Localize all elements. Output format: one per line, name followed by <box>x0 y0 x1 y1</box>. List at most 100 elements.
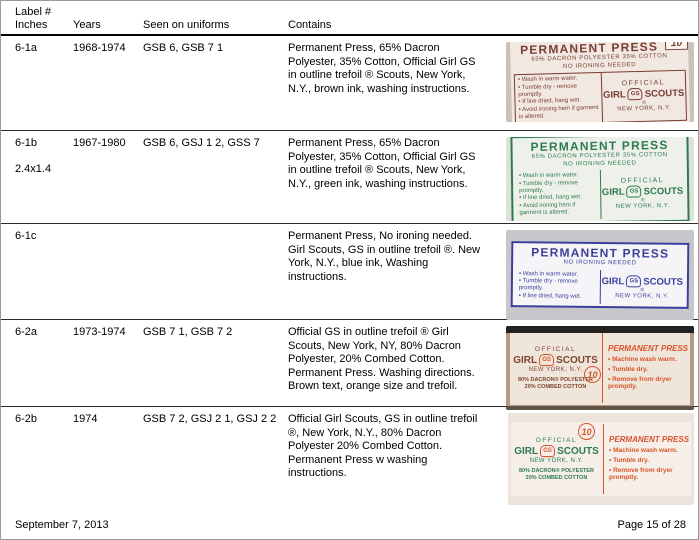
header-label-line2: Inches <box>15 19 48 31</box>
footer-date: September 7, 2013 <box>15 519 109 531</box>
brand-block: OFFICIAL GIRL GS SCOUTS ® NEW YORK, N.Y. <box>599 168 685 219</box>
uniform-label: PERMANENT PRESS NO IRONING NEEDED Wash i… <box>510 241 690 309</box>
girl-text: GIRL <box>601 275 625 288</box>
girl-text: GIRL <box>513 354 538 366</box>
gs-trefoil-icon: GS <box>539 354 555 366</box>
fiber-content: 80% DACRON® POLYESTER 20% COMBED COTTON <box>512 377 599 390</box>
header-contains: Contains <box>288 19 332 31</box>
label-photo-cell: 10 OFFICIAL GIRL GS SCOUTS NEW YORK, N.Y… <box>496 326 698 410</box>
gs-text: GS <box>629 188 639 196</box>
fiber-line1: 80% DACRON® POLYESTER <box>518 468 595 474</box>
official-text: OFFICIAL <box>620 177 665 186</box>
care-instructions: Machine wash warm. Tumble dry. Remove fr… <box>608 356 688 393</box>
gs-text: GS <box>542 357 551 363</box>
care-item: Tumble dry - remove promptly. <box>518 83 599 99</box>
brand-line: GIRL GS SCOUTS <box>602 275 683 288</box>
uniforms: GSB 7 2, GSJ 2 1, GSJ 2 2 <box>143 413 277 425</box>
uniforms: GSB 6, GSB 7 1 <box>143 42 224 54</box>
footer-page-number: Page 15 of 28 <box>617 519 686 531</box>
scouts-text: SCOUTS <box>556 354 598 366</box>
table-header: Label # Inches Years Seen on uniforms Co… <box>1 6 698 36</box>
label-inches: 2.4x1.4 <box>15 163 52 175</box>
care-item: Tumble dry - remove promptly. <box>519 279 598 293</box>
care-item: Wash in warm water. <box>519 271 598 279</box>
uniform-label: 10 OFFICIAL GIRL GS SCOUTS NEW YORK, N.Y… <box>511 422 691 496</box>
care-block: PERMANENT PRESS Machine wash warm. Tumbl… <box>601 333 688 403</box>
label-photo: 10 PERMANENT PRESS 65% DACRON POLYESTER … <box>506 42 694 122</box>
care-item: If line dried, hang wet. <box>519 195 598 203</box>
uniform-label: 10 OFFICIAL GIRL GS SCOUTS NEW YORK, N.Y… <box>510 331 690 405</box>
gs-trefoil-icon: GS <box>627 88 643 101</box>
label-photo: 10 OFFICIAL GIRL GS SCOUTS NEW YORK, N.Y… <box>506 326 694 410</box>
scouts-text: SCOUTS <box>643 276 683 288</box>
brand-block: GIRL GS SCOUTS ® NEW YORK, N.Y. <box>599 269 685 305</box>
care-item: Tumble dry. <box>608 366 688 373</box>
no-ironing-text: NO IRONING NEEDED <box>563 259 637 267</box>
care-item: Tumble dry - remove promptly. <box>519 180 598 195</box>
header-uniforms: Seen on uniforms <box>143 19 230 31</box>
contains-text: Permanent Press, No ironing needed. Girl… <box>288 230 481 283</box>
fiber-line2: 20% COMBED COTTON <box>524 383 587 390</box>
header-label-line1: Label # <box>15 6 52 18</box>
brand-block: 10 OFFICIAL GIRL GS SCOUTS NEW YORK, N.Y… <box>513 423 603 494</box>
girl-text: GIRL <box>602 89 626 101</box>
official-text: OFFICIAL <box>535 437 578 444</box>
care-instructions: Wash in warm water. Tumble dry - remove … <box>515 73 602 122</box>
label-id: 6-1c <box>15 230 37 242</box>
gs-trefoil-icon: GS <box>626 275 642 288</box>
fiber-line1: 80% DACRON® POLYESTER <box>517 377 594 383</box>
care-item: Avoid ironing hem if garment is altered. <box>519 202 598 217</box>
official-text: OFFICIAL <box>534 346 577 353</box>
table-row: 6-2b 1974 GSB 7 2, GSJ 2 1, GSJ 2 2 Offi… <box>1 407 698 509</box>
size-badge: 10 <box>577 423 595 440</box>
uniforms: GSB 6, GSJ 1 2, GSS 7 <box>143 137 260 149</box>
brand-block: 10 OFFICIAL GIRL GS SCOUTS NEW YORK, N.Y… <box>512 333 602 403</box>
label-photo-cell: PERMANENT PRESS NO IRONING NEEDED Wash i… <box>496 230 698 320</box>
contains-text: Official GS in outline trefoil ® Girl Sc… <box>288 326 475 392</box>
label-id: 6-2a <box>15 326 38 338</box>
care-instructions: Wash in warm water. Tumble dry - remove … <box>516 170 600 220</box>
header-years: Years <box>73 19 101 31</box>
label-id: 6-2b <box>15 413 38 425</box>
care-item: If line dried, hang wet. <box>519 293 598 301</box>
city-text: NEW YORK, N.Y. <box>617 105 672 114</box>
label-title: PERMANENT PRESS <box>531 245 670 261</box>
brand-line: GIRL GS SCOUTS <box>513 445 600 457</box>
brand-block: OFFICIAL GIRL GS SCOUTS ® NEW YORK, N.Y. <box>600 70 687 122</box>
label-photo-cell: 10 OFFICIAL GIRL GS SCOUTS NEW YORK, N.Y… <box>496 413 698 509</box>
label-body: Wash in warm water. Tumble dry - remove … <box>513 69 688 122</box>
table-row: 6-1a 1968-1974 GSB 6, GSB 7 1 Permanent … <box>1 36 698 131</box>
care-item: Wash in warm water. <box>519 172 598 180</box>
years: 1967-1980 <box>73 137 126 149</box>
contains-text: Permanent Press, 65% Dacron Polyester, 3… <box>288 137 476 190</box>
city-text: NEW YORK, N.Y. <box>615 203 670 211</box>
city-text: NEW YORK, N.Y. <box>615 293 670 300</box>
care-item: Remove from dryer promptly. <box>609 467 689 481</box>
label-id: 6-1a <box>15 42 38 54</box>
contains-text: Official Girl Scouts, GS in outline tref… <box>288 413 478 479</box>
label-photo-cell: 10 PERMANENT PRESS 65% DACRON POLYESTER … <box>496 42 698 130</box>
label-id: 6-1b <box>15 137 38 149</box>
permanent-press-title: PERMANENT PRESS <box>608 434 689 444</box>
care-instructions: Machine wash warm. Tumble dry. Remove fr… <box>609 447 689 484</box>
scouts-text: SCOUTS <box>557 445 599 457</box>
gs-trefoil-icon: GS <box>540 445 556 457</box>
care-item: Tumble dry. <box>609 457 689 464</box>
label-body: Wash in warm water. Tumble dry - remove … <box>516 168 685 220</box>
gs-text: GS <box>543 448 552 454</box>
years: 1974 <box>73 413 98 425</box>
girl-text: GIRL <box>514 445 539 457</box>
care-instructions: Wash in warm water. Tumble dry - remove … <box>516 269 600 304</box>
scouts-text: SCOUTS <box>643 185 684 198</box>
label-photo-cell: PERMANENT PRESS 65% DACRON POLYESTER 35%… <box>496 137 698 223</box>
uniforms <box>143 230 288 319</box>
girl-text: GIRL <box>601 186 625 198</box>
label-photo: 10 OFFICIAL GIRL GS SCOUTS NEW YORK, N.Y… <box>508 413 694 505</box>
page-footer: September 7, 2013 Page 15 of 28 <box>1 513 698 539</box>
gs-text: GS <box>630 91 640 98</box>
header-label-inches: Label # Inches <box>1 6 73 32</box>
label-photo: PERMANENT PRESS 65% DACRON POLYESTER 35%… <box>506 137 694 221</box>
contains-text: Permanent Press, 65% Dacron Polyester, 3… <box>288 42 476 95</box>
years: 1968-1974 <box>73 42 126 54</box>
